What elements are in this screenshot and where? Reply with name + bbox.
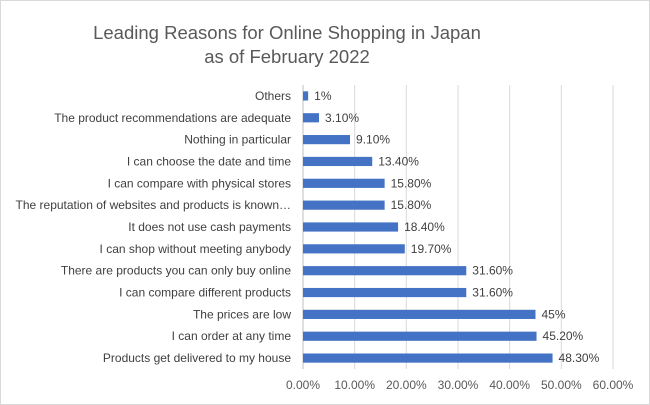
bar [303,244,405,254]
x-tick-label: 50.00% [541,378,582,392]
bar [303,266,467,276]
x-tick-label: 40.00% [489,378,530,392]
category-label: It does not use cash payments [128,220,291,234]
category-label: I can compare with physical stores [108,176,291,190]
bar [303,287,467,298]
data-label: 19.70% [411,242,452,256]
bar [303,331,537,341]
bar [303,178,385,188]
chart-subtitle: as of February 2022 [204,46,370,67]
x-tick-label: 0.00% [286,378,320,392]
category-label: I can shop without meeting anybody [100,242,291,256]
data-label: 18.40% [404,220,445,234]
category-labels: Others The product recommendations are ad… [16,89,292,365]
category-label: The reputation of websites and products … [16,198,291,212]
data-label: 48.30% [559,351,600,365]
data-label: 31.60% [472,286,513,300]
category-label: I can choose the date and time [127,154,291,168]
x-tick-label: 30.00% [438,378,479,392]
data-label: 9.10% [356,133,390,147]
bar [303,91,309,101]
category-label: Products get delivered to my house [103,351,291,365]
bars [303,91,553,363]
category-label: Others [255,89,291,103]
category-label: The prices are low [193,307,291,321]
x-tick-label: 10.00% [334,378,375,392]
bar [303,353,553,363]
gridlines [302,85,614,369]
category-label: I can compare different products [119,286,291,300]
bar [303,156,373,167]
bar [303,200,385,210]
category-label: The product recommendations are adequate [54,111,291,125]
bar [303,135,351,145]
x-tick-label: 60.00% [593,378,634,392]
data-label: 45.20% [543,329,584,343]
bar [303,309,536,319]
data-label: 15.80% [391,176,432,190]
category-label: I can order at any time [172,329,292,343]
data-labels: 1% 3.10% 9.10% 13.40% 15.80% 15.80% 18.40% 19.7… [314,89,599,365]
category-label: Nothing in particular [184,133,291,147]
data-label: 45% [542,307,566,321]
category-label: There are products you can only buy onli… [61,264,291,278]
data-label: 31.60% [472,264,513,278]
data-label: 15.80% [391,198,432,212]
x-tick-label: 20.00% [386,378,427,392]
bar [303,222,399,232]
data-label: 1% [314,89,332,103]
x-axis-ticks: 0.00% 10.00% 20.00% 30.00% 40.00% 50.00% 60.00… [286,378,634,392]
bar [303,113,320,123]
data-label: 13.40% [378,154,419,168]
data-label: 3.10% [325,111,359,125]
chart-title: Leading Reasons for Online Shopping in J… [93,22,481,43]
